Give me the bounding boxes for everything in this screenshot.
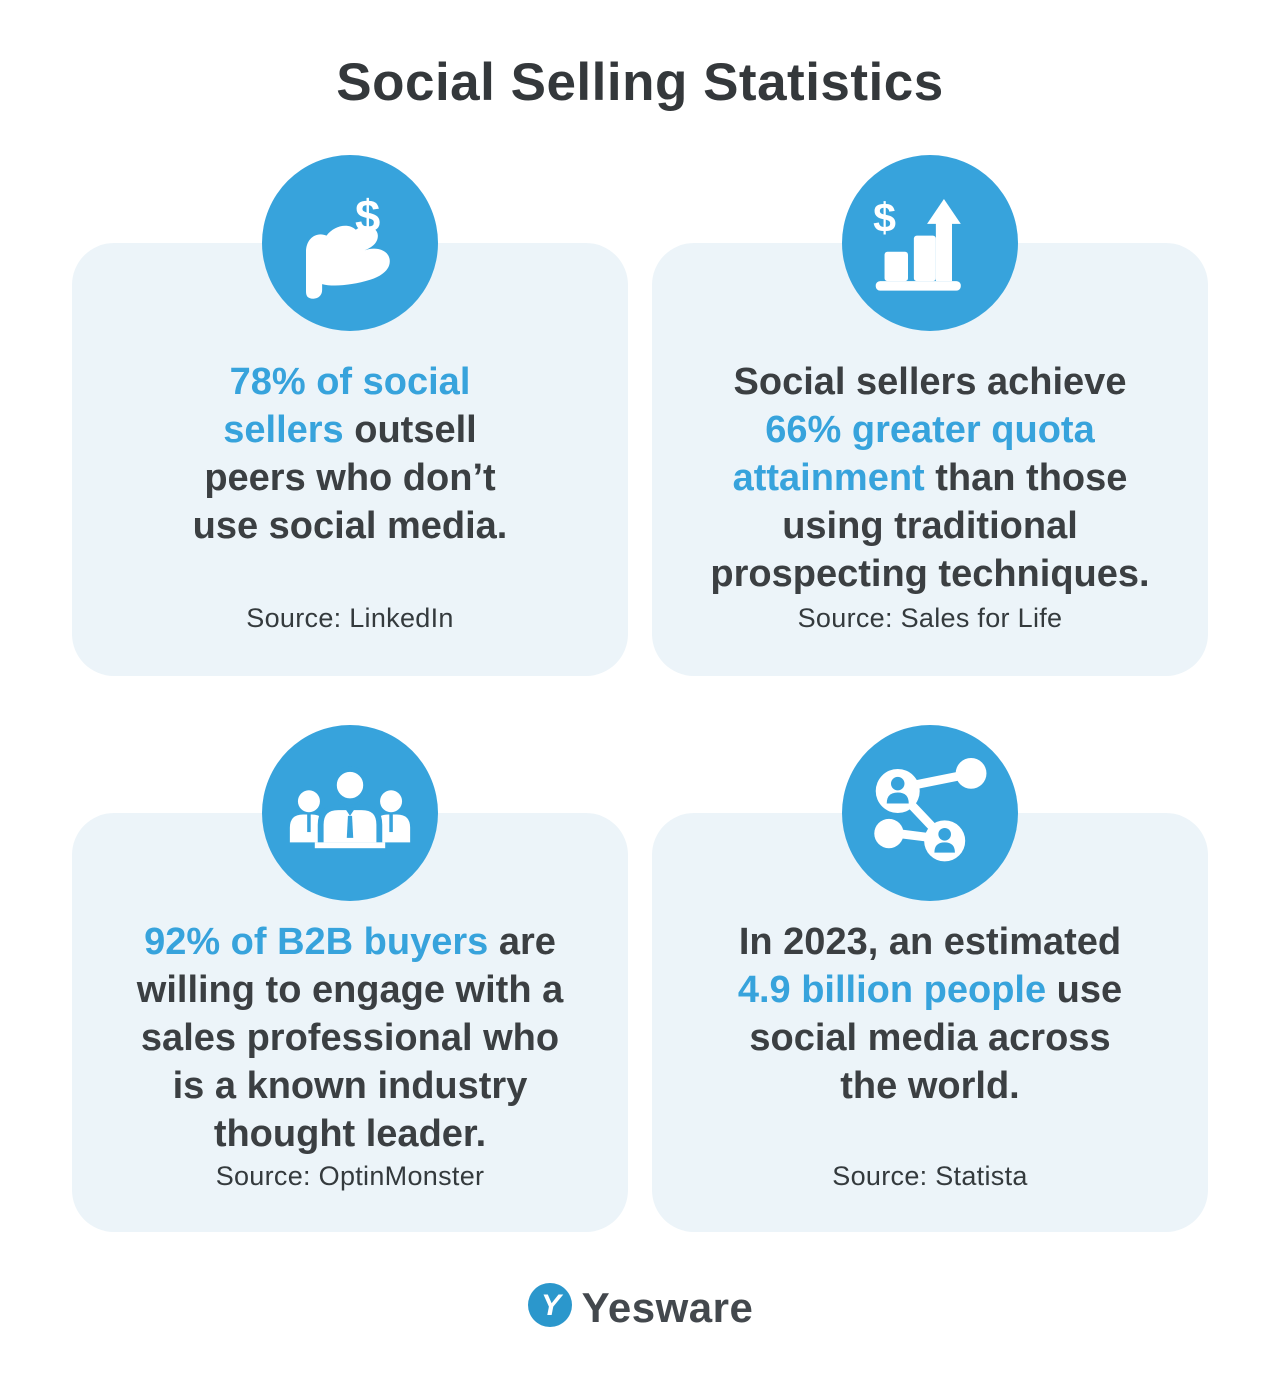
source-label: Source: LinkedIn <box>246 603 454 633</box>
stat-card-b2b-buyers: 92% of B2B buyers are willing to engage … <box>72 725 628 1232</box>
stat-text: In 2023, an estimated 4.9 billion people… <box>737 921 1123 1107</box>
stat-card-social-media-users: In 2023, an estimated 4.9 billion people… <box>652 725 1208 1232</box>
source-label: Source: Statista <box>832 1161 1028 1191</box>
team-icon <box>262 725 438 901</box>
svg-text:$: $ <box>873 194 896 240</box>
hand-holding-dollar-icon: $ <box>262 155 438 331</box>
dollar-growth-chart-icon: $ <box>842 155 1018 331</box>
stat-text: 92% of B2B buyers are willing to engage … <box>136 921 564 1155</box>
source-label: Source: Sales for Life <box>797 603 1063 633</box>
page-title: Social Selling Statistics <box>336 53 944 112</box>
people-network-icon <box>842 725 1018 901</box>
stat-text: 78% of social sellers outsell peers who … <box>192 361 508 547</box>
stat-text: Social sellers achieve 66% greater quota… <box>710 361 1150 595</box>
footer-brand: Y Yesware <box>0 1282 1280 1333</box>
stat-card-quota-attainment: $ Social sellers achieve 66% greater quo… <box>652 155 1208 676</box>
svg-text:Y: Y <box>541 1289 564 1322</box>
brand-name: Yesware <box>581 1283 754 1331</box>
stat-card-social-sellers-outsell: $ 78% of social sellers outsell peers wh… <box>72 155 628 676</box>
source-label: Source: OptinMonster <box>215 1161 485 1191</box>
stats-grid: $ 78% of social sellers outsell peers wh… <box>72 155 1208 1232</box>
yesware-logo-icon: Y <box>527 1282 573 1333</box>
